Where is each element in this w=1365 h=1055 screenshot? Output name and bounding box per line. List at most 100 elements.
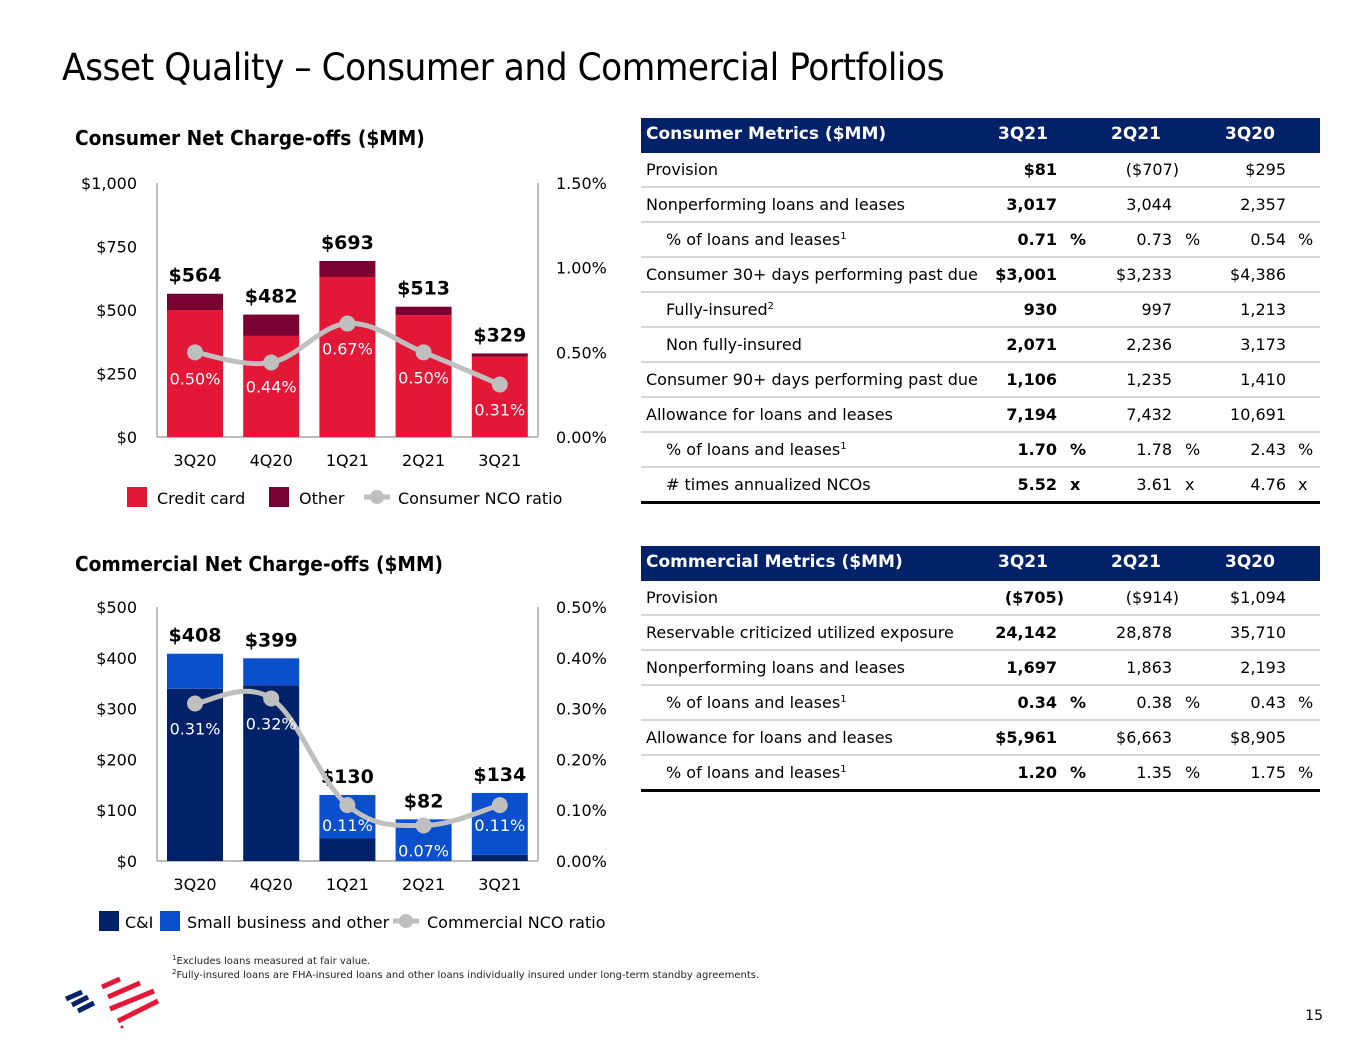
cell-value: 0.73: [1136, 230, 1172, 249]
nco-ratio-label: 0.44%: [246, 377, 297, 396]
x-tick-label: 3Q20: [173, 451, 216, 470]
table-row: Allowance for loans and leases $5,961 $6,6…: [641, 719, 1320, 754]
y-tick-label: $100: [96, 801, 137, 820]
cell-unit: %: [1298, 693, 1314, 712]
bar-segment-credit-card: [319, 276, 376, 437]
bar-segment-other: [243, 314, 300, 336]
cell-value: 3.61: [1136, 475, 1172, 494]
cell-value: 930: [1023, 300, 1057, 319]
bar-total-label: $399: [245, 629, 298, 651]
bar-segment-c-i: [167, 688, 223, 861]
nco-ratio-point: [415, 817, 432, 834]
cell-value: 1.75: [1250, 763, 1286, 782]
y2-tick-label: 0.00%: [556, 852, 607, 871]
cell-value: 3,017: [1006, 195, 1057, 214]
cell-value: $5,961: [995, 728, 1057, 747]
footnote-marker: 1: [172, 954, 177, 962]
cell-value: 2,193: [1240, 658, 1286, 677]
legend-label: Credit card: [157, 489, 245, 508]
table-title: Commercial Metrics ($MM): [646, 552, 903, 572]
bar-total-label: $482: [245, 286, 298, 308]
legend-swatch-other: [269, 487, 289, 507]
cell-unit: %: [1070, 693, 1087, 712]
nco-ratio-label: 0.31%: [474, 401, 525, 420]
y-tick-label: $500: [96, 301, 137, 320]
y-tick-label: $300: [96, 700, 137, 719]
bar-segment-small-business-and-other: [243, 658, 300, 686]
cell-value: 4.76: [1250, 475, 1286, 494]
legend-swatch-credit-card: [127, 487, 147, 507]
row-label: % of loans and leases1: [666, 763, 847, 782]
table-row: Fully-insured2 930 997 1,213: [641, 291, 1320, 326]
cell-unit: %: [1298, 763, 1314, 782]
consumer-metrics-table: Consumer Metrics ($MM) 3Q21 2Q21 3Q20 Provis…: [641, 118, 1320, 504]
y2-tick-label: 1.50%: [556, 174, 607, 193]
bar-segment-credit-card: [167, 310, 223, 437]
row-label: Provision: [646, 588, 719, 607]
bar-total-label: $134: [473, 764, 526, 786]
cell-unit: %: [1070, 763, 1087, 782]
footnote-ref: 1: [840, 231, 847, 242]
x-tick-label: 3Q21: [478, 875, 521, 894]
cell-value: $3,001: [995, 265, 1057, 284]
table-row: Provision $81 ($707) $295: [641, 153, 1320, 186]
footnote-ref: 1: [840, 764, 847, 775]
column-header: 2Q21: [1111, 124, 1161, 144]
cell-value: ($705): [1004, 588, 1064, 607]
cell-value: $4,386: [1230, 265, 1286, 284]
cell-value: ($707): [1125, 160, 1179, 179]
table-row: Non fully-insured 2,071 2,236 3,173: [641, 326, 1320, 361]
table-row: % of loans and leases1 0.34% 0.38% 0.43%: [641, 684, 1320, 719]
cell-value: 0.71: [1017, 230, 1057, 249]
table-title: Consumer Metrics ($MM): [646, 124, 887, 144]
x-tick-label: 1Q21: [326, 451, 369, 470]
nco-ratio-label: 0.11%: [474, 816, 525, 835]
legend-label: Other: [299, 489, 345, 508]
table-row: Nonperforming loans and leases 3,017 3,044…: [641, 186, 1320, 221]
row-label: Allowance for loans and leases: [646, 728, 893, 747]
cell-value: 1,410: [1240, 370, 1286, 389]
table-header: Commercial Metrics ($MM) 3Q21 2Q21 3Q20: [641, 546, 1320, 581]
cell-value: $295: [1245, 160, 1286, 179]
row-label: Non fully-insured: [666, 335, 802, 354]
cell-value: 0.43: [1250, 693, 1286, 712]
y2-tick-label: 0.20%: [556, 750, 607, 769]
row-label: Reservable criticized utilized exposure: [646, 623, 954, 642]
cell-value: $3,233: [1116, 265, 1172, 284]
nco-ratio-label: 0.11%: [322, 816, 373, 835]
nco-ratio-point: [339, 315, 356, 332]
cell-value: 3,044: [1126, 195, 1172, 214]
footnote-ref: 1: [840, 694, 847, 705]
legend-swatch-small-business-and-other: [160, 911, 180, 931]
x-tick-label: 3Q20: [173, 875, 216, 894]
nco-ratio-label: 0.07%: [398, 841, 449, 860]
y2-tick-label: 0.50%: [556, 343, 607, 362]
cell-unit: %: [1298, 230, 1314, 249]
bar-segment-other: [319, 260, 376, 277]
nco-ratio-point: [491, 376, 508, 393]
row-label: Consumer 90+ days performing past due: [646, 370, 978, 389]
cell-value: 2,071: [1006, 335, 1057, 354]
cell-value: 3,173: [1240, 335, 1286, 354]
cell-value: 0.34: [1017, 693, 1057, 712]
column-header: 3Q20: [1225, 552, 1275, 572]
y2-tick-label: 0.40%: [556, 649, 607, 668]
cell-value: 1,235: [1126, 370, 1172, 389]
x-tick-label: 1Q21: [326, 875, 369, 894]
cell-value: 0.54: [1250, 230, 1286, 249]
row-label: % of loans and leases1: [666, 693, 847, 712]
consumer-nco-chart: $0 $250 $500 $750 $1,000 0.00% 0.50% 1.00% 1.50%…: [81, 174, 607, 508]
bar-segment-c-i: [471, 854, 528, 861]
nco-ratio-point: [491, 797, 508, 814]
column-header: 2Q21: [1111, 552, 1161, 572]
column-header: 3Q20: [1225, 124, 1275, 144]
cell-value: $6,663: [1116, 728, 1172, 747]
column-header: 3Q21: [998, 552, 1048, 572]
cell-value: 1.78: [1136, 440, 1172, 459]
cell-value: 1.35: [1136, 763, 1172, 782]
nco-ratio-label: 0.67%: [322, 340, 373, 359]
cell-value: ($914): [1125, 588, 1179, 607]
cell-value: 5.52: [1017, 475, 1057, 494]
x-tick-label: 4Q20: [250, 875, 293, 894]
footnote-text: Excludes loans measured at fair value.: [176, 956, 371, 967]
